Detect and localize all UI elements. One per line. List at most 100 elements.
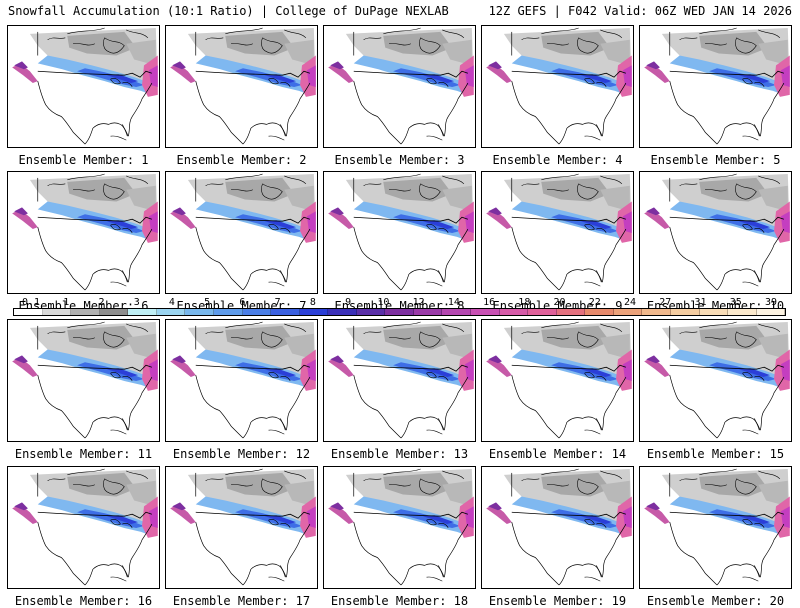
legend-label: 4 xyxy=(168,297,175,308)
ensemble-member-panel: Ensemble Member: 2 xyxy=(165,25,318,167)
ensemble-member-panel: Ensemble Member: 9 xyxy=(481,171,634,313)
legend-label: 31 xyxy=(694,297,707,308)
ensemble-member-panel: Ensemble Member: 1 xyxy=(7,25,160,167)
snowfall-map xyxy=(639,25,792,148)
legend-swatch xyxy=(185,309,214,315)
member-caption: Ensemble Member: 3 xyxy=(334,153,465,167)
legend-label: 18 xyxy=(518,297,531,308)
legend-swatch xyxy=(670,309,700,315)
legend-swatch xyxy=(442,309,471,315)
legend-label: 14 xyxy=(447,297,460,308)
legend-swatch xyxy=(699,309,729,315)
ensemble-member-panel: Ensemble Member: 12 xyxy=(165,319,318,461)
legend-label: 22 xyxy=(588,297,601,308)
legend-label: 27 xyxy=(659,297,672,308)
snowfall-map xyxy=(481,466,634,589)
legend-swatch xyxy=(756,309,786,315)
legend-label: 5 xyxy=(204,297,211,308)
ensemble-member-panel: Ensemble Member: 10 xyxy=(639,171,792,313)
member-caption: Ensemble Member: 18 xyxy=(330,594,469,608)
snowfall-map xyxy=(323,25,476,148)
legend-label: 35 xyxy=(729,297,742,308)
ensemble-member-panel: Ensemble Member: 6 xyxy=(7,171,160,313)
ensemble-member-panel: Ensemble Member: 11 xyxy=(7,319,160,461)
ensemble-member-panel: Ensemble Member: 3 xyxy=(323,25,476,167)
snowfall-map xyxy=(7,319,160,442)
legend-label: 0.1 xyxy=(21,297,41,308)
legend-swatch xyxy=(385,309,414,315)
legend-swatch xyxy=(356,309,386,315)
snowfall-map xyxy=(639,171,792,294)
legend-label: 39 xyxy=(764,297,778,308)
snowfall-map xyxy=(323,319,476,442)
snowfall-map xyxy=(165,466,318,589)
legend-swatch xyxy=(99,309,129,315)
legend-swatch xyxy=(299,309,329,315)
legend-label: 16 xyxy=(483,297,496,308)
legend-swatch xyxy=(328,309,357,315)
ensemble-member-panel: Ensemble Member: 8 xyxy=(323,171,476,313)
snowfall-map xyxy=(165,171,318,294)
legend-swatch xyxy=(413,309,443,315)
ensemble-member-panel: Ensemble Member: 17 xyxy=(165,466,318,608)
legend-label: 2 xyxy=(98,297,105,308)
member-caption: Ensemble Member: 13 xyxy=(330,447,469,461)
legend-color-bar xyxy=(13,308,786,316)
legend-label: 3 xyxy=(133,297,140,308)
legend-swatch xyxy=(128,309,157,315)
snowfall-map xyxy=(639,319,792,442)
snowfall-map xyxy=(323,466,476,589)
legend-label: 9 xyxy=(345,297,352,308)
snowfall-map xyxy=(7,466,160,589)
ensemble-member-panel: Ensemble Member: 5 xyxy=(639,25,792,167)
legend-swatch xyxy=(528,309,557,315)
snowfall-map xyxy=(481,25,634,148)
legend-swatch xyxy=(213,309,243,315)
ensemble-member-panel: Ensemble Member: 20 xyxy=(639,466,792,608)
snowfall-map xyxy=(165,319,318,442)
legend-swatch xyxy=(556,309,586,315)
snowfall-map xyxy=(165,25,318,148)
member-caption: Ensemble Member: 19 xyxy=(488,594,627,608)
legend-label: 6 xyxy=(239,297,246,308)
legend-label: 12 xyxy=(412,297,425,308)
run-valid-time: 12Z GEFS | F042 Valid: 06Z WED JAN 14 20… xyxy=(488,4,792,18)
member-caption: Ensemble Member: 17 xyxy=(172,594,311,608)
member-caption: Ensemble Member: 16 xyxy=(14,594,153,608)
member-caption: Ensemble Member: 15 xyxy=(646,447,785,461)
snowfall-map xyxy=(639,466,792,589)
snowfall-map xyxy=(323,171,476,294)
ensemble-member-panel: Ensemble Member: 18 xyxy=(323,466,476,608)
legend-swatch xyxy=(585,309,614,315)
legend-label: 10 xyxy=(377,297,390,308)
ensemble-member-panel: Ensemble Member: 15 xyxy=(639,319,792,461)
ensemble-member-panel: Ensemble Member: 7 xyxy=(165,171,318,313)
member-caption: Ensemble Member: 11 xyxy=(14,447,153,461)
legend-swatch xyxy=(471,309,500,315)
member-caption: Ensemble Member: 5 xyxy=(650,153,781,167)
legend-swatch xyxy=(613,309,643,315)
snowfall-map xyxy=(7,25,160,148)
member-caption: Ensemble Member: 2 xyxy=(176,153,307,167)
member-caption: Ensemble Member: 4 xyxy=(492,153,623,167)
legend-swatch xyxy=(728,309,757,315)
legend-swatch xyxy=(71,309,100,315)
member-caption: Ensemble Member: 20 xyxy=(646,594,785,608)
ensemble-member-panel: Ensemble Member: 4 xyxy=(481,25,634,167)
snowfall-map xyxy=(7,171,160,294)
member-caption: Ensemble Member: 1 xyxy=(18,153,149,167)
ensemble-member-panel: Ensemble Member: 19 xyxy=(481,466,634,608)
legend-swatch xyxy=(271,309,300,315)
legend-label: 20 xyxy=(553,297,566,308)
legend-swatch xyxy=(499,309,529,315)
snowfall-map xyxy=(481,319,634,442)
ensemble-member-panel: Ensemble Member: 16 xyxy=(7,466,160,608)
legend-swatch xyxy=(42,309,72,315)
legend-swatch xyxy=(156,309,186,315)
legend-swatch xyxy=(14,309,43,315)
snowfall-color-legend: 0.1 1 2 3 4 5 6 7 8 9 10 12 14 16 18 20 22 24 27 31 35 39 xyxy=(13,297,786,317)
legend-label: 1 xyxy=(63,297,70,308)
legend-label: 7 xyxy=(274,297,281,308)
legend-label: 8 xyxy=(309,297,316,308)
legend-label: 24 xyxy=(624,297,637,308)
